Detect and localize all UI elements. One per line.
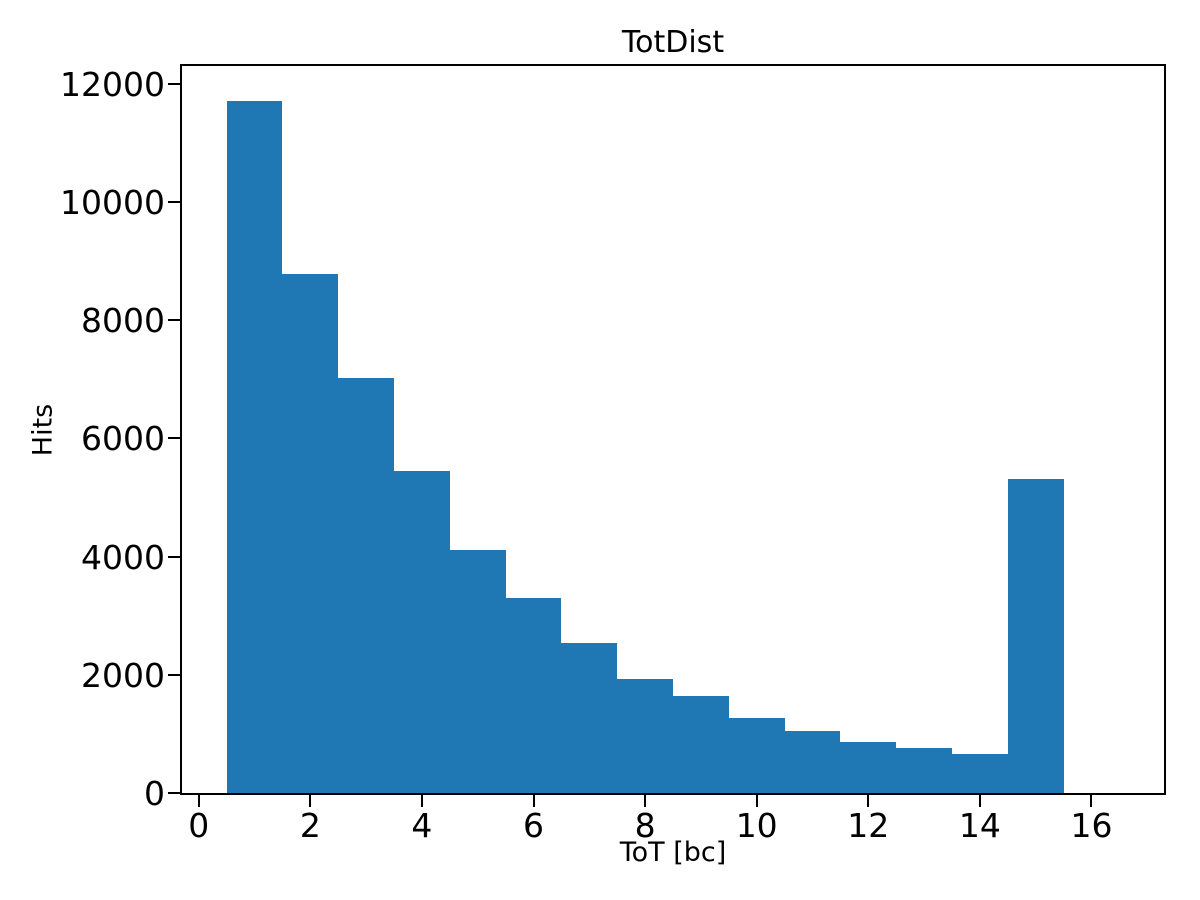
- y-axis-tick: [168, 555, 180, 558]
- y-axis-tick: [168, 319, 180, 322]
- x-axis-tick-label: 14: [958, 806, 1001, 845]
- x-axis-tick-label: 16: [1070, 806, 1113, 845]
- x-axis-tick-label: 2: [299, 806, 321, 845]
- x-axis-tick: [1090, 795, 1093, 807]
- y-axis-tick: [168, 792, 180, 794]
- plot-area: 0 2 4 6 8 10 12 14 16 0 2000 4000 6000 8000 10000 12000: [60, 64, 1166, 842]
- y-axis-tick-label: 4000: [81, 537, 165, 577]
- histogram-bar: [505, 597, 562, 793]
- histogram-bar: [1007, 479, 1064, 793]
- histogram-bar: [561, 642, 618, 793]
- y-axis-tick-label: 8000: [81, 301, 165, 341]
- histogram-bar: [338, 378, 394, 793]
- y-axis-tick-label: 6000: [81, 419, 165, 459]
- x-axis-label: ToT [bc]: [619, 837, 727, 868]
- y-axis-tick-label: 12000: [60, 64, 165, 104]
- histogram-bar: [226, 101, 283, 793]
- y-axis-tick: [168, 200, 180, 203]
- x-axis-tick: [197, 795, 200, 807]
- histogram-bar: [784, 730, 841, 793]
- histogram-bar: [896, 747, 952, 793]
- x-axis-tick: [867, 795, 870, 807]
- histogram-bar: [728, 718, 785, 793]
- histogram-bar: [951, 754, 1008, 793]
- y-axis-tick: [168, 673, 180, 676]
- y-axis-tick: [168, 82, 180, 85]
- y-axis-tick-label: 0: [144, 774, 165, 813]
- x-axis-tick: [532, 795, 535, 807]
- x-axis-tick-label: 0: [188, 806, 210, 845]
- x-axis-tick-label: 8: [634, 806, 656, 845]
- x-axis-tick-label: 10: [735, 806, 778, 845]
- x-axis-tick-label: 12: [847, 806, 890, 845]
- histogram-bar: [449, 549, 506, 793]
- histogram-bar: [282, 274, 339, 793]
- histogram-bar: [394, 471, 450, 793]
- histogram-bar: [617, 679, 673, 793]
- x-axis-tick-label: 4: [411, 806, 433, 845]
- y-axis-label: Hits: [27, 403, 59, 457]
- x-axis-tick: [755, 795, 758, 807]
- x-axis-tick: [420, 795, 423, 807]
- histogram-bar: [840, 741, 897, 793]
- x-axis-tick: [309, 795, 312, 807]
- histogram-bar: [673, 696, 729, 793]
- x-axis-tick: [644, 795, 647, 807]
- chart-title: TotDist: [621, 25, 725, 60]
- y-axis-tick-label: 10000: [60, 182, 165, 222]
- x-axis-tick-label: 6: [523, 806, 544, 845]
- y-axis-tick: [168, 437, 180, 440]
- x-axis-tick: [978, 795, 981, 807]
- y-axis-tick-label: 2000: [81, 655, 165, 695]
